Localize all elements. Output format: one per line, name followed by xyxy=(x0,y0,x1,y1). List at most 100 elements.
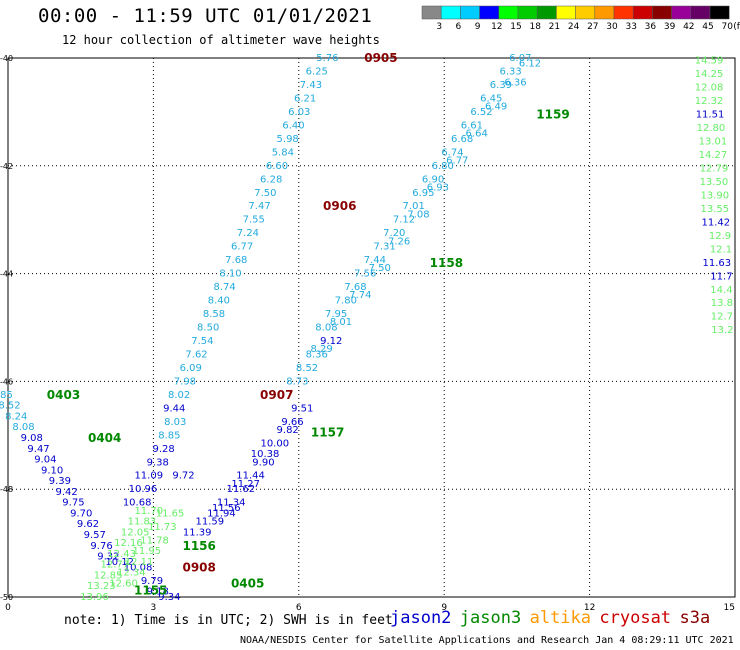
colorbar-unit: (ft) xyxy=(733,22,740,32)
data-point-label: 8.73 xyxy=(286,376,308,387)
footer-note: note: 1) Time is in UTC; 2) SWH is in fe… xyxy=(64,613,393,628)
y-tick-label: -48 xyxy=(0,485,13,494)
colorbar-swatch xyxy=(536,5,557,20)
data-point-label: 14.27 xyxy=(699,150,728,161)
data-point-label: 13.8 xyxy=(711,298,733,309)
data-point-label: 9.04 xyxy=(34,455,56,466)
data-point-label: 7.95 xyxy=(325,309,347,320)
colorbar-label: 39 xyxy=(664,22,676,32)
chart-title: 00:00 - 11:59 UTC 01/01/2021 xyxy=(38,5,373,27)
data-point-label: 6.77 xyxy=(231,242,253,253)
time-annotation: 1157 xyxy=(311,426,344,440)
time-annotation: 0908 xyxy=(182,560,215,574)
data-point-label: 8.50 xyxy=(197,323,219,334)
data-point-label: 13.01 xyxy=(699,137,728,148)
data-point-label: 9.62 xyxy=(77,519,99,530)
data-point-label: 8.52 xyxy=(296,363,318,374)
data-point-label: 6.03 xyxy=(288,107,310,118)
colorbar-label: 6 xyxy=(456,22,462,32)
data-point-label: 6.21 xyxy=(294,93,316,104)
data-point-label: 9.38 xyxy=(147,457,169,468)
data-point-label: 6.28 xyxy=(260,174,282,185)
data-point-label: 8.85 xyxy=(158,430,180,441)
data-point-label: 11.51 xyxy=(696,110,725,121)
colorbar-swatch xyxy=(594,5,615,20)
data-point-label: 9.32 xyxy=(97,552,119,563)
data-point-label: 6.52 xyxy=(470,107,492,118)
data-point-label: 6.33 xyxy=(499,66,521,77)
data-point-label: 11.56 xyxy=(212,503,241,514)
colorbar-label: 15 xyxy=(510,22,521,32)
data-point-label: 6.90 xyxy=(422,174,444,185)
data-point-label: 5.76 xyxy=(316,53,338,64)
y-tick-label: -40 xyxy=(0,54,13,63)
data-point-label: 12.05 xyxy=(121,527,150,538)
time-annotation: 0906 xyxy=(323,199,356,213)
data-point-label: 9.76 xyxy=(90,541,112,552)
data-point-label: 5.84 xyxy=(272,147,294,158)
y-tick-label: -42 xyxy=(0,162,13,171)
data-point-label: 11.95 xyxy=(133,546,162,557)
data-point-label: 7.50 xyxy=(369,263,391,274)
data-point-label: 12.08 xyxy=(695,83,724,94)
data-point-label: 6.68 xyxy=(451,134,473,145)
data-point-label: 7.62 xyxy=(185,349,207,360)
time-annotation: 1158 xyxy=(430,256,463,270)
time-annotation: 0905 xyxy=(364,51,397,65)
data-point-label: 7.68 xyxy=(344,282,366,293)
satellite-legend-item: s3a xyxy=(679,608,711,628)
data-point-label: 11.27 xyxy=(231,479,260,490)
data-point-label: 11.73 xyxy=(148,522,177,533)
colorbar-label: 24 xyxy=(568,22,580,32)
colorbar-swatch xyxy=(690,5,711,20)
data-point-label: 11.34 xyxy=(217,498,246,509)
data-point-label: 6.45 xyxy=(480,93,502,104)
colorbar-label: 33 xyxy=(625,22,636,32)
colorbar-swatch xyxy=(652,5,672,20)
data-point-label: 11.39 xyxy=(183,527,212,538)
data-point-label: 7.24 xyxy=(237,228,259,239)
data-point-label: 14.25 xyxy=(695,69,724,80)
time-annotation: 1159 xyxy=(536,108,569,122)
data-point-label: 9.75 xyxy=(62,498,84,509)
data-point-label: 9.47 xyxy=(27,444,49,455)
x-tick-label: 12 xyxy=(584,603,595,613)
colorbar-label: 9 xyxy=(475,22,481,32)
data-point-label: 9.18 xyxy=(147,587,169,598)
time-annotation: 0404 xyxy=(88,431,121,445)
time-annotation: 0907 xyxy=(260,388,293,402)
data-point-label: 7.50 xyxy=(254,188,276,199)
data-point-label: 8.08 xyxy=(12,422,34,433)
data-point-label: 9.72 xyxy=(172,471,194,482)
data-point-label: 7.56 xyxy=(354,269,376,280)
x-tick-label: 3 xyxy=(151,603,157,613)
data-point-label: 9.70 xyxy=(70,508,92,519)
data-point-label: 8.08 xyxy=(315,323,337,334)
data-point-label: 6.09 xyxy=(180,363,202,374)
data-point-label: 7.44 xyxy=(364,255,386,266)
colorbar-label: 3 xyxy=(436,22,442,32)
data-point-label: 10.00 xyxy=(260,438,289,449)
data-point-label: 7.74 xyxy=(349,290,371,301)
data-point-label: 11.42 xyxy=(702,217,731,228)
data-point-label: 12.16 xyxy=(114,538,143,549)
data-point-label: 13.23 xyxy=(87,581,116,592)
data-point-label: 14.59 xyxy=(695,56,724,67)
data-point-label: 9.79 xyxy=(141,576,163,587)
y-tick-label: -50 xyxy=(0,593,13,602)
data-point-label: 6.61 xyxy=(461,120,483,131)
data-point-label: 7.54 xyxy=(191,336,213,347)
data-point-label: 7.08 xyxy=(407,209,429,220)
data-point-label: 9.28 xyxy=(152,444,174,455)
data-point-label: 8.58 xyxy=(203,309,225,320)
data-point-label: 11.62 xyxy=(227,484,256,495)
satellite-legend-item: jason3 xyxy=(459,608,522,628)
colorbar-swatch xyxy=(575,5,596,20)
data-point-label: 9.39 xyxy=(49,476,71,487)
data-point-label: 10.68 xyxy=(123,498,152,509)
colorbar-swatch xyxy=(421,5,442,20)
data-point-label: 6.77 xyxy=(446,155,468,166)
data-point-label: 6.36 xyxy=(504,77,526,88)
data-point-label: 11.94 xyxy=(207,508,236,519)
